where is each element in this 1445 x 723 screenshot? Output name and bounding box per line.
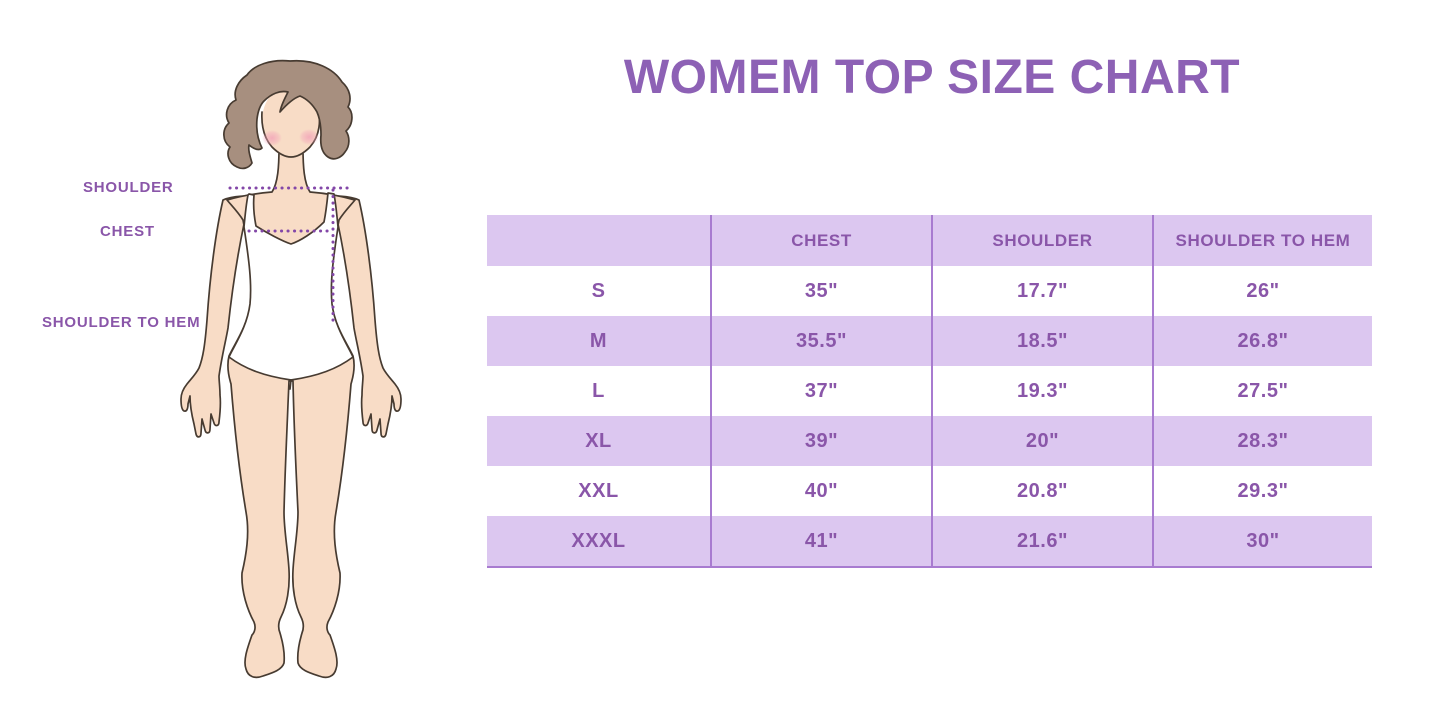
shoulder-cell: 20.8": [931, 466, 1152, 516]
size-cell: XXXL: [487, 516, 710, 566]
chest-cell: 41": [710, 516, 931, 566]
header-shoulder: SHOULDER: [931, 215, 1152, 266]
size-cell: L: [592, 379, 605, 402]
hem-cell: 27.5": [1152, 366, 1372, 416]
header-shoulder-to-hem: SHOULDER TO HEM: [1152, 215, 1372, 266]
page-title: WOMEM TOP SIZE CHART: [623, 51, 1241, 104]
table-row-m: M 35.5" 18.5" 26.8": [487, 316, 1372, 366]
shoulder-cell: 19.3": [931, 366, 1152, 416]
chest-cell: 37": [710, 366, 931, 416]
hem-cell: 30": [1152, 516, 1372, 566]
header-corner-cell: [487, 215, 710, 266]
table-row-s: S 35" 17.7" 26": [487, 266, 1372, 316]
shoulder-cell: 18.5": [931, 316, 1152, 366]
table-row-xxl: XXL 40" 20.8" 29.3": [487, 466, 1372, 516]
shoulder-cell: 17.7": [931, 266, 1152, 316]
right-arm-shape: [315, 195, 402, 438]
shoulder-to-hem-label: SHOULDER TO HEM: [42, 314, 201, 331]
hem-cell: 26": [1152, 266, 1372, 316]
shoulder-cell: 20": [931, 416, 1152, 466]
shoulder-cell: 21.6": [931, 516, 1152, 566]
size-cell: S: [591, 279, 606, 302]
table-row-xl: XL 39" 20" 28.3": [487, 416, 1372, 466]
woman-figure-illustration: [180, 59, 402, 679]
right-blush: [299, 129, 319, 145]
chest-cell: 35": [710, 266, 931, 316]
left-arm-shape: [180, 195, 267, 438]
table-header-row: CHEST SHOULDER SHOULDER TO HEM: [487, 215, 1372, 266]
size-cell: XL: [487, 416, 710, 466]
chest-cell: 35.5": [710, 316, 931, 366]
header-chest: CHEST: [710, 215, 931, 266]
hem-cell: 28.3": [1152, 416, 1372, 466]
size-table: CHEST SHOULDER SHOULDER TO HEM S 35" 17.…: [487, 215, 1372, 568]
left-blush: [262, 130, 282, 146]
table-row-l: L 37" 19.3" 27.5": [487, 366, 1372, 416]
chest-cell: 39": [710, 416, 931, 466]
size-cell: XXL: [578, 479, 619, 502]
table-row-xxxl: XXXL 41" 21.6" 30": [487, 516, 1372, 566]
hair-shape: [223, 59, 353, 170]
size-cell: M: [487, 316, 710, 366]
hem-cell: 26.8": [1152, 316, 1372, 366]
chest-cell: 40": [710, 466, 931, 516]
leotard-shape: [228, 192, 354, 381]
figure-area: [140, 40, 440, 700]
hem-cell: 29.3": [1152, 466, 1372, 516]
chest-label: CHEST: [100, 223, 155, 240]
crotch-line: [289, 379, 292, 390]
shoulder-label: SHOULDER: [83, 179, 174, 196]
